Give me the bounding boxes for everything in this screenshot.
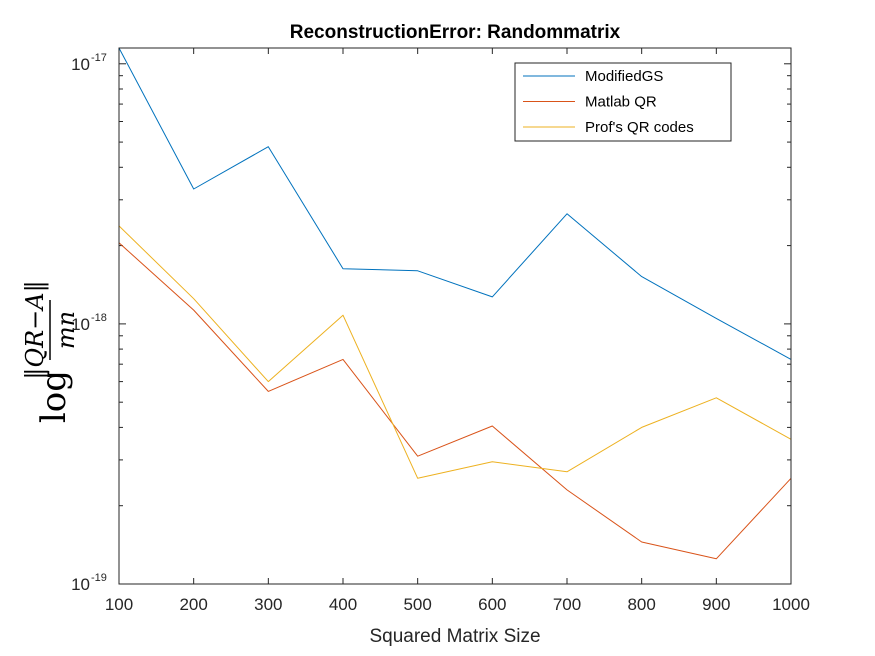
x-tick-label: 900: [702, 595, 730, 614]
series-line-prof-s-qr-codes: [118, 225, 792, 479]
y-tick-label-base: 10: [71, 55, 90, 74]
y-tick-label: 10 -17: [71, 52, 107, 74]
x-axis-ticks: 100 200 300 400 500 600 700 800 900 1000: [105, 48, 810, 614]
x-tick-label: 700: [553, 595, 581, 614]
x-tick-label: 1000: [772, 595, 810, 614]
x-tick-label: 200: [179, 595, 207, 614]
y-tick-label-base: 10: [71, 575, 90, 594]
y-tick-label-base: 10: [71, 315, 90, 334]
legend-items: ModifiedGS Matlab QR Prof's QR codes: [523, 68, 694, 136]
axes-box: [118, 47, 792, 585]
y-tick-label-exponent: -19: [91, 572, 107, 584]
series-lines: [118, 47, 792, 560]
y-tick-label-exponent: -17: [91, 52, 107, 64]
y-tick-label: 10 -18: [71, 312, 107, 334]
legend-label: Prof's QR codes: [585, 119, 694, 136]
x-tick-label: 100: [105, 595, 133, 614]
y-axis-label: log ‖QR−A‖ mn: [21, 280, 80, 423]
y-tick-label: 10 -19: [71, 572, 107, 594]
x-tick-label: 300: [254, 595, 282, 614]
x-axis-label: Squared Matrix Size: [369, 626, 540, 647]
chart-title: ReconstructionError: Randommatrix: [290, 22, 621, 43]
series-line-modifiedgs: [118, 47, 792, 360]
legend-item: ModifiedGS: [523, 68, 663, 85]
legend-label: ModifiedGS: [585, 68, 663, 85]
legend-label: Matlab QR: [585, 94, 657, 111]
legend-item: Prof's QR codes: [523, 119, 694, 136]
legend-item: Matlab QR: [523, 94, 657, 111]
y-axis-label-prefix: log: [34, 370, 74, 423]
y-axis-label-denominator: mn: [52, 311, 80, 349]
series-line-matlab-qr: [118, 242, 792, 560]
legend: ModifiedGS Matlab QR Prof's QR codes: [514, 62, 732, 142]
x-tick-label: 800: [627, 595, 655, 614]
y-tick-label-exponent: -18: [91, 312, 107, 324]
y-axis-label-numerator: ‖QR−A‖: [21, 280, 50, 379]
x-tick-label: 400: [329, 595, 357, 614]
x-tick-label: 600: [478, 595, 506, 614]
x-tick-label: 500: [403, 595, 431, 614]
